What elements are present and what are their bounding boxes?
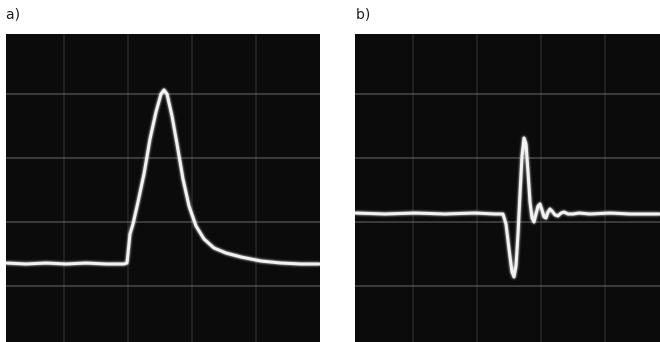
trace-b [355,138,660,277]
scope-a-svg [6,34,320,342]
scope-b-svg [355,34,660,342]
oscilloscope-screen-b [355,34,660,342]
panel-b-label: b) [356,8,370,22]
graticule-b [355,34,660,342]
graticule-a [6,34,320,342]
panel-a-label: a) [6,8,20,22]
trace-a [6,90,320,264]
oscilloscope-screen-a [6,34,320,342]
